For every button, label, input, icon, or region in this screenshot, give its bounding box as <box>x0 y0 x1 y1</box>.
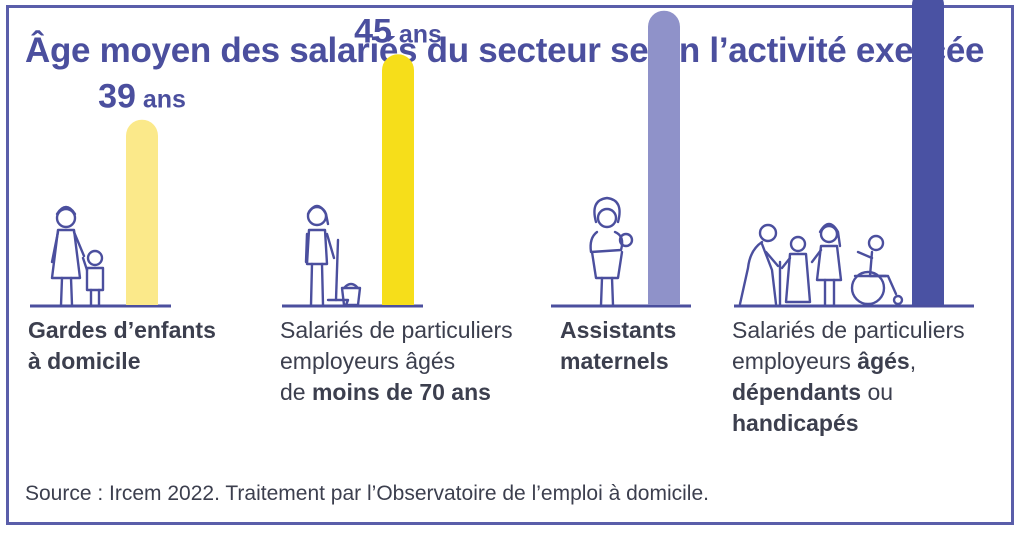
category-label-2: Salariés de particuliers employeurs âgés d… <box>280 317 513 405</box>
nanny-with-child-icon <box>50 205 105 307</box>
mother-holding-baby-icon <box>589 196 634 307</box>
housekeeper-with-mop-icon <box>304 204 362 307</box>
category-label-1: Gardes d’enfants à domicile <box>28 317 216 374</box>
value-label-1: 39 ans <box>98 78 186 116</box>
bar-4 <box>912 0 944 305</box>
category-label-3: Assistants maternels <box>560 317 677 374</box>
bar-1 <box>126 119 158 305</box>
category-label-4: Salariés de particuliers employeurs âgés,… <box>732 317 965 436</box>
source-note: Source : Ircem 2022. Traitement par l’Ob… <box>25 482 709 505</box>
elderly-and-disabled-people-icon <box>738 222 904 307</box>
chart-frame <box>6 5 1014 525</box>
bar-2 <box>382 54 414 305</box>
page-title: Âge moyen des salariés du secteur selon … <box>25 31 985 70</box>
bar-3 <box>648 10 680 305</box>
bars-group <box>126 0 944 305</box>
value-label-3: 49 ans <box>620 0 708 7</box>
value-label-2: 45 ans <box>354 12 442 50</box>
